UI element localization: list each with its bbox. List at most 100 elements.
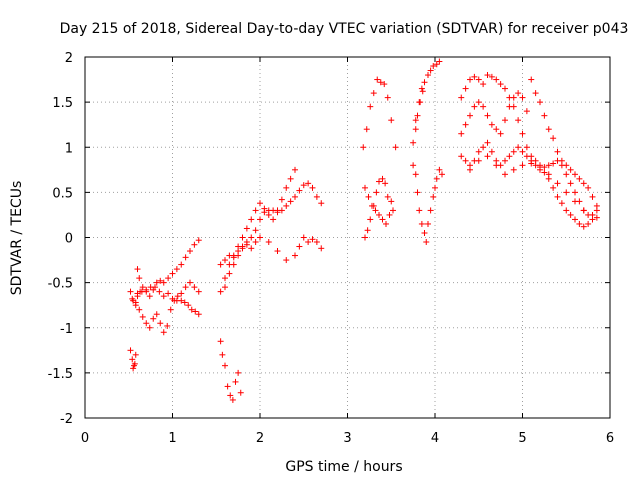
y-tick-label: 2 bbox=[65, 51, 73, 66]
data-point bbox=[248, 245, 255, 252]
data-point bbox=[132, 351, 139, 358]
data-point bbox=[379, 175, 386, 182]
data-point bbox=[222, 362, 228, 369]
data-point bbox=[430, 193, 437, 200]
data-point bbox=[515, 90, 522, 97]
data-point bbox=[143, 286, 150, 293]
data-point bbox=[475, 99, 482, 106]
data-point bbox=[471, 103, 478, 110]
data-point bbox=[545, 162, 552, 169]
x-tick-label: 3 bbox=[343, 431, 351, 446]
data-point bbox=[169, 270, 176, 277]
data-point bbox=[131, 360, 138, 367]
data-point bbox=[178, 261, 185, 268]
data-point bbox=[274, 248, 281, 255]
data-point bbox=[493, 76, 500, 83]
data-point bbox=[572, 171, 578, 178]
data-point bbox=[283, 257, 290, 264]
data-point bbox=[181, 299, 188, 306]
data-point bbox=[178, 290, 185, 297]
data-point bbox=[239, 234, 246, 241]
data-point bbox=[376, 178, 382, 185]
data-point bbox=[283, 202, 290, 209]
data-point bbox=[182, 284, 189, 291]
data-point bbox=[488, 148, 495, 155]
data-point bbox=[188, 306, 195, 313]
data-point bbox=[576, 175, 583, 182]
data-point bbox=[373, 189, 380, 196]
data-point bbox=[174, 293, 181, 300]
data-point bbox=[217, 288, 224, 295]
data-point bbox=[475, 157, 482, 164]
data-point bbox=[392, 144, 399, 151]
data-point bbox=[510, 148, 517, 155]
data-point bbox=[416, 207, 423, 214]
data-point bbox=[585, 220, 592, 227]
data-point bbox=[410, 162, 417, 169]
data-point bbox=[458, 94, 465, 101]
data-point bbox=[370, 90, 377, 97]
data-point bbox=[248, 216, 255, 223]
data-point bbox=[219, 351, 226, 358]
data-point bbox=[384, 193, 391, 200]
data-point bbox=[369, 202, 375, 209]
data-point bbox=[384, 94, 391, 101]
data-point bbox=[150, 315, 157, 322]
data-point bbox=[364, 227, 371, 234]
data-point bbox=[502, 85, 508, 92]
data-point bbox=[417, 99, 424, 106]
data-point bbox=[136, 275, 143, 282]
data-point bbox=[217, 261, 224, 268]
data-point bbox=[367, 103, 374, 110]
data-point bbox=[139, 284, 146, 291]
data-point bbox=[195, 288, 202, 295]
data-point bbox=[430, 63, 437, 70]
data-point bbox=[589, 211, 596, 218]
data-point bbox=[502, 117, 508, 124]
data-point bbox=[423, 239, 430, 246]
data-point bbox=[484, 139, 491, 146]
data-point bbox=[134, 290, 141, 297]
data-point bbox=[436, 58, 443, 65]
data-point bbox=[278, 207, 285, 214]
data-point bbox=[365, 193, 372, 200]
data-point bbox=[467, 166, 473, 173]
data-point bbox=[309, 236, 316, 243]
data-point bbox=[243, 241, 250, 248]
data-point bbox=[427, 207, 434, 214]
data-point bbox=[313, 193, 320, 200]
data-point bbox=[217, 338, 224, 345]
x-axis-label: GPS time / hours bbox=[285, 459, 402, 475]
data-point bbox=[388, 198, 395, 205]
data-point bbox=[257, 234, 263, 241]
data-point bbox=[261, 209, 268, 216]
data-point bbox=[229, 396, 236, 403]
data-point bbox=[412, 117, 419, 124]
data-point bbox=[296, 243, 303, 250]
data-point bbox=[230, 261, 237, 268]
data-point bbox=[191, 241, 198, 248]
data-point bbox=[130, 365, 137, 372]
data-point bbox=[488, 121, 495, 128]
data-point bbox=[367, 216, 374, 223]
data-point bbox=[563, 171, 570, 178]
data-point bbox=[248, 234, 255, 241]
data-point bbox=[257, 200, 263, 207]
data-point bbox=[139, 313, 146, 320]
data-point bbox=[528, 76, 535, 83]
data-point bbox=[480, 103, 487, 110]
data-point bbox=[412, 126, 419, 133]
data-point bbox=[506, 103, 513, 110]
data-point bbox=[386, 211, 393, 218]
x-tick-label: 5 bbox=[518, 431, 526, 446]
data-point bbox=[589, 193, 596, 200]
data-point bbox=[572, 198, 578, 205]
data-point bbox=[195, 237, 202, 244]
data-point bbox=[136, 306, 143, 313]
data-point bbox=[270, 216, 277, 223]
data-point bbox=[300, 234, 307, 241]
data-point bbox=[374, 76, 381, 83]
data-point bbox=[563, 162, 570, 169]
data-point bbox=[567, 166, 574, 173]
data-point bbox=[235, 248, 242, 255]
